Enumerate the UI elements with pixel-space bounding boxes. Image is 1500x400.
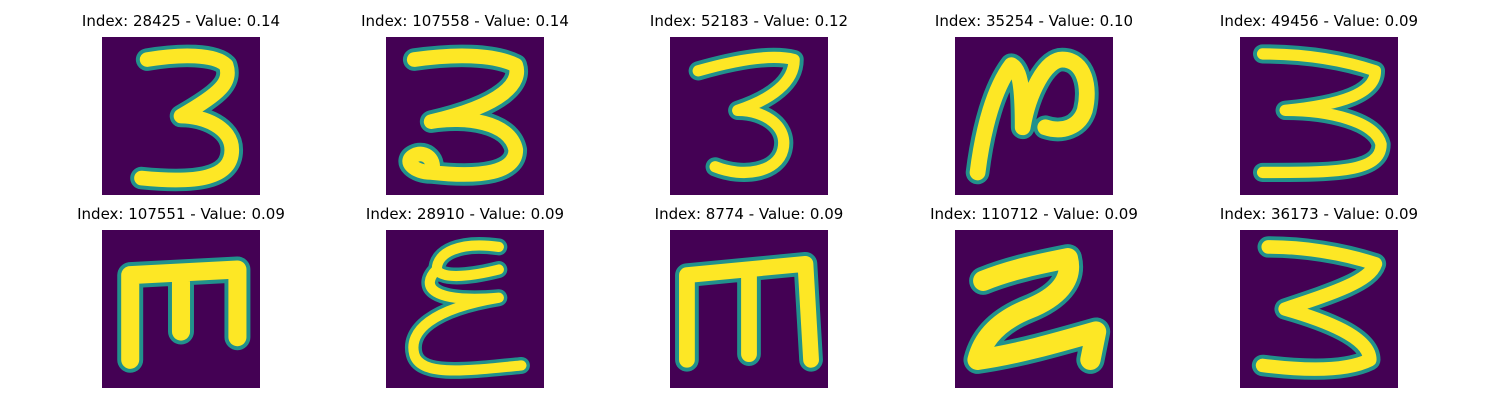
panel-title: Index: 35254 - Value: 0.10: [934, 12, 1134, 30]
digit-3-icon: [1240, 37, 1398, 195]
rotated-3-icon: [955, 37, 1113, 195]
panel-title: Index: 49456 - Value: 0.09: [1219, 12, 1419, 30]
panel-title: Index: 107551 - Value: 0.09: [77, 205, 285, 223]
digit-3-icon: [1240, 230, 1398, 388]
digit-3-icon: [102, 37, 260, 195]
rotated-3-icon: [955, 230, 1113, 388]
panel-title: Index: 36173 - Value: 0.09: [1219, 205, 1419, 223]
letter-m-icon: [670, 230, 828, 388]
panel-title: Index: 8774 - Value: 0.09: [654, 205, 844, 223]
panel-title: Index: 110712 - Value: 0.09: [930, 205, 1138, 223]
panel-title: Index: 28425 - Value: 0.14: [81, 12, 281, 30]
letter-e-rotated-icon: [102, 230, 260, 388]
panel-title: Index: 28910 - Value: 0.09: [365, 205, 565, 223]
digit-3-loop-icon: [386, 37, 544, 195]
panel-title: Index: 107558 - Value: 0.14: [361, 12, 569, 30]
epsilon-icon: [386, 230, 544, 388]
panel-title: Index: 52183 - Value: 0.12: [649, 12, 849, 30]
digit-3-icon: [670, 37, 828, 195]
